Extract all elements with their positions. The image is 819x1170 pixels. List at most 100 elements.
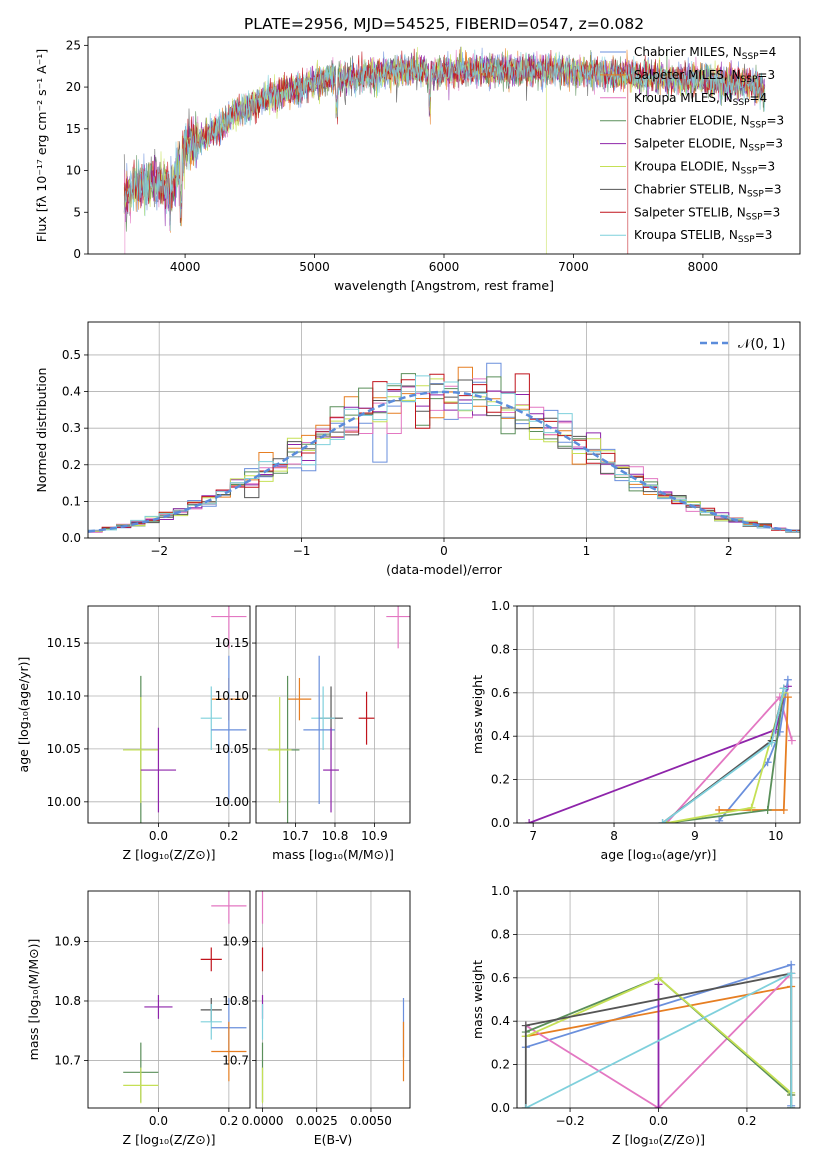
x-tick-label: 9 xyxy=(691,829,699,843)
x-tick-label: 8000 xyxy=(688,260,719,274)
weight-marker xyxy=(787,960,796,969)
legend-entry: Salpeter ELODIE, NSSP=3 xyxy=(634,137,783,154)
x-axis-label: wavelength [Angstrom, rest frame] xyxy=(334,278,554,293)
y-tick-label: 0.0 xyxy=(491,1101,510,1115)
y-tick-label: 1.0 xyxy=(491,599,510,613)
axes-frame xyxy=(87,321,801,539)
y-tick-label: 0.8 xyxy=(491,927,510,941)
y-tick-label: 0.4 xyxy=(491,729,510,743)
legend-entry: Chabrier MILES, NSSP=4 xyxy=(634,45,776,62)
axes-frame xyxy=(255,605,411,824)
weight-marker xyxy=(747,803,756,812)
x-tick-label: −0.2 xyxy=(555,1114,584,1128)
mass_vs_EBV-plot-area xyxy=(261,891,405,1104)
x-tick-label: 2 xyxy=(725,544,733,558)
y-tick-label: 0.5 xyxy=(62,348,81,362)
weight-marker xyxy=(654,973,663,982)
mass_weight_vs_Z-plot-area xyxy=(521,960,796,1108)
y-tick-label: 10.05 xyxy=(47,742,81,756)
y-tick-label: 0.0 xyxy=(62,531,81,545)
y-tick-label: 10.10 xyxy=(47,689,81,703)
weight-marker xyxy=(521,1104,530,1108)
x-tick-label: 7 xyxy=(529,829,537,843)
x-tick-label: 7000 xyxy=(558,260,589,274)
mass_weight_vs_age-panel: 7 8 9 10 0.0 0.2 0.4 0.6 0.8 1.0 age [log₁₀(age/yr… xyxy=(470,599,801,862)
legend-entry: Chabrier ELODIE, NSSP=3 xyxy=(634,114,784,131)
y-tick-label: 10.7 xyxy=(222,1053,249,1067)
spectrum-plot-area xyxy=(123,46,766,254)
y-tick-label: 20 xyxy=(66,80,81,94)
x-tick-label: 0.2 xyxy=(219,829,238,843)
axes-frame xyxy=(516,890,801,1109)
y-tick-label: 10.15 xyxy=(215,636,249,650)
spectrum-panel: 4000 5000 6000 7000 8000 0 5 10 15 20 25 wavelength… xyxy=(34,36,801,293)
y-tick-label: 0.1 xyxy=(62,494,81,508)
y-tick-label: 0.8 xyxy=(491,642,510,656)
weight-marker xyxy=(767,738,776,747)
y-tick-label: 10.9 xyxy=(222,935,249,949)
x-axis-label: Z [log₁₀(Z/Z⊙)] xyxy=(123,1132,216,1147)
y-axis-label: mass weight xyxy=(470,960,485,1039)
x-tick-label: 10.7 xyxy=(282,829,309,843)
weight-marker xyxy=(763,805,772,814)
figure-title: PLATE=2956, MJD=54525, FIBERID=0547, z=0… xyxy=(244,15,644,33)
x-tick-label: 0.0000 xyxy=(242,1114,284,1128)
y-tick-label: 0.2 xyxy=(491,773,510,787)
weight-series-line xyxy=(718,679,789,822)
axes-frame xyxy=(255,890,411,1109)
weight-series-line xyxy=(525,972,792,1108)
y-tick-label: 0.6 xyxy=(491,686,510,700)
y-tick-label: 5 xyxy=(73,205,81,219)
x-axis-label: E(B-V) xyxy=(314,1132,353,1147)
x-tick-label: 5000 xyxy=(299,260,330,274)
y-axis-label: mass weight xyxy=(470,675,485,754)
age_vs_mass-panel: 10.7 10.8 10.9 10.00 10.05 10.10 10.15 mass [lo… xyxy=(215,605,411,862)
legend-entry: Kroupa MILES, NSSP=4 xyxy=(634,91,767,108)
y-axis-label: age [log₁₀(age/yr)] xyxy=(16,657,31,773)
axes-frame xyxy=(516,605,801,824)
y-tick-label: 0.0 xyxy=(491,816,510,830)
y-tick-label: 0.4 xyxy=(491,1014,510,1028)
y-tick-label: 0.3 xyxy=(62,421,81,435)
y-tick-label: 10 xyxy=(66,164,81,178)
mass_weight_vs_Z-panel: −0.2 0.0 0.2 0.0 0.2 0.4 0.6 0.8 1.0 Z [log₁₀(Z/Z… xyxy=(470,884,801,1147)
weight-marker xyxy=(787,736,796,745)
y-tick-label: 10.00 xyxy=(215,795,249,809)
age_vs_mass-plot-area xyxy=(267,606,410,823)
weight-series-line xyxy=(528,686,789,823)
mass_weight_vs_age-plot-area xyxy=(525,675,796,823)
legend-entry: Kroupa STELIB, NSSP=3 xyxy=(634,228,772,245)
x-tick-label: 6000 xyxy=(429,260,460,274)
x-tick-label: 0 xyxy=(440,544,448,558)
axes-frame xyxy=(87,890,251,1109)
weight-marker xyxy=(787,1104,796,1108)
weight-marker xyxy=(779,684,788,693)
x-axis-label: Z [log₁₀(Z/Z⊙)] xyxy=(123,847,216,862)
x-tick-label: 0.0 xyxy=(149,1114,168,1128)
x-tick-label: 0.2 xyxy=(219,1114,238,1128)
age_vs_Z-panel: 0.0 0.2 10.00 10.05 10.10 10.15 Z [log₁₀(Z/Z⊙)… xyxy=(16,605,251,862)
age_vs_Z-plot-area xyxy=(123,606,247,823)
series-line-9 xyxy=(123,49,766,231)
weight-marker xyxy=(779,805,788,814)
weight-marker xyxy=(783,693,792,702)
y-tick-label: 10.7 xyxy=(54,1053,81,1067)
x-tick-label: 0.0050 xyxy=(350,1114,392,1128)
residuals-panel: −2 −1 0 1 2 0.0 0.1 0.2 0.3 0.4 0.5 (data-model)/er… xyxy=(34,321,801,577)
x-tick-label: 10.8 xyxy=(322,829,349,843)
axes-frame xyxy=(87,605,251,824)
weight-marker xyxy=(521,1021,530,1030)
y-tick-label: 1.0 xyxy=(491,884,510,898)
weight-marker xyxy=(658,819,667,823)
normal-curve xyxy=(88,390,798,533)
y-tick-label: 10.00 xyxy=(47,795,81,809)
legend-entry: Salpeter STELIB, NSSP=3 xyxy=(634,205,780,222)
axes-frame xyxy=(87,36,801,255)
x-tick-label: −1 xyxy=(293,544,311,558)
x-axis-label: Z [log₁₀(Z/Z⊙)] xyxy=(612,1132,705,1147)
x-tick-label: 0.0 xyxy=(649,1114,668,1128)
weight-marker xyxy=(783,675,792,684)
y-tick-label: 10.8 xyxy=(222,994,249,1008)
y-tick-label: 0 xyxy=(73,247,81,261)
